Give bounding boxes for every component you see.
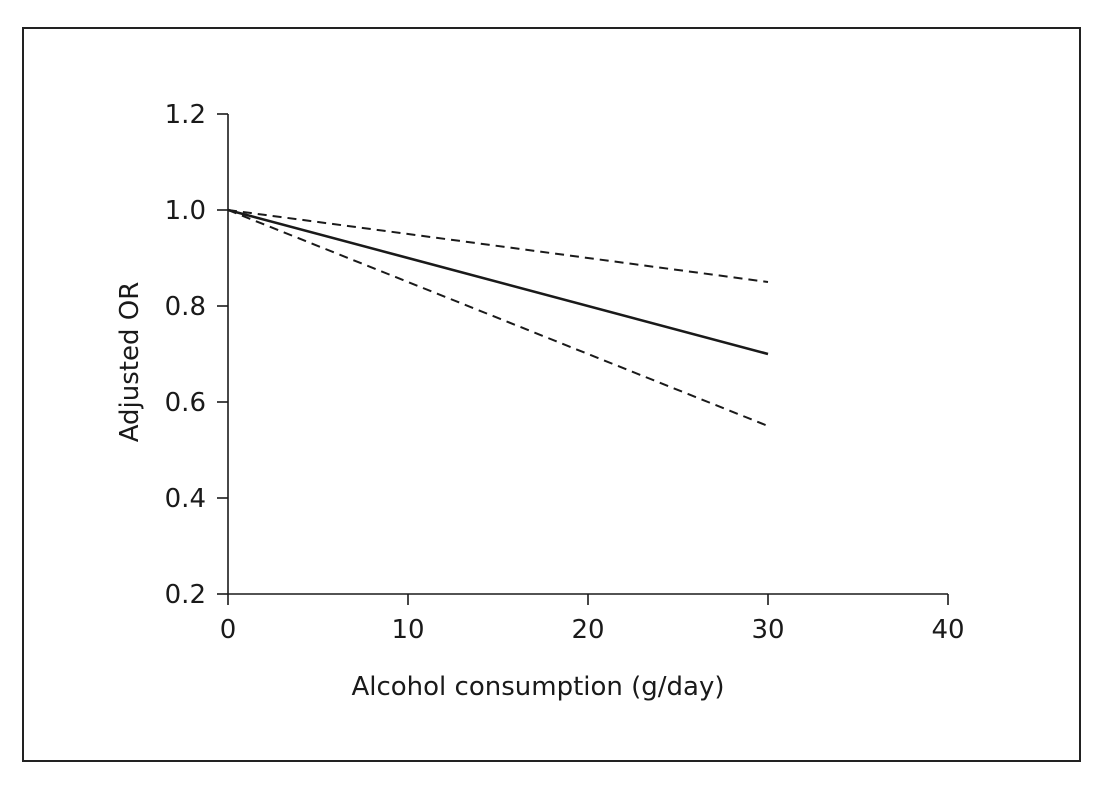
estimate-line bbox=[227, 208, 769, 356]
x-axis-title: Alcohol consumption (g/day) bbox=[351, 672, 724, 702]
y-tick-label: 1.0 bbox=[165, 196, 206, 226]
y-tick-label: 1.2 bbox=[165, 100, 206, 130]
y-tick-label: 0.6 bbox=[165, 388, 206, 418]
series bbox=[227, 208, 769, 427]
x-tick-label: 30 bbox=[751, 615, 784, 645]
axes bbox=[227, 114, 948, 595]
y-tick-label: 0.8 bbox=[165, 292, 206, 322]
x-tick-label: 10 bbox=[391, 615, 424, 645]
y-tick-label: 0.2 bbox=[165, 580, 206, 610]
x-tick-label: 20 bbox=[571, 615, 604, 645]
y-axis-title: Adjusted OR bbox=[115, 282, 145, 443]
confidence-bound-line bbox=[227, 209, 769, 283]
chart-frame bbox=[22, 27, 1081, 762]
ticks: 0 10 20 30 40 0.2 0.4 0.6 0.8 1.0 1.2 bbox=[165, 100, 965, 645]
x-tick-label: 40 bbox=[931, 615, 964, 645]
x-tick-label: 0 bbox=[220, 615, 237, 645]
confidence-bound-line bbox=[227, 209, 769, 427]
y-tick-label: 0.4 bbox=[165, 484, 206, 514]
